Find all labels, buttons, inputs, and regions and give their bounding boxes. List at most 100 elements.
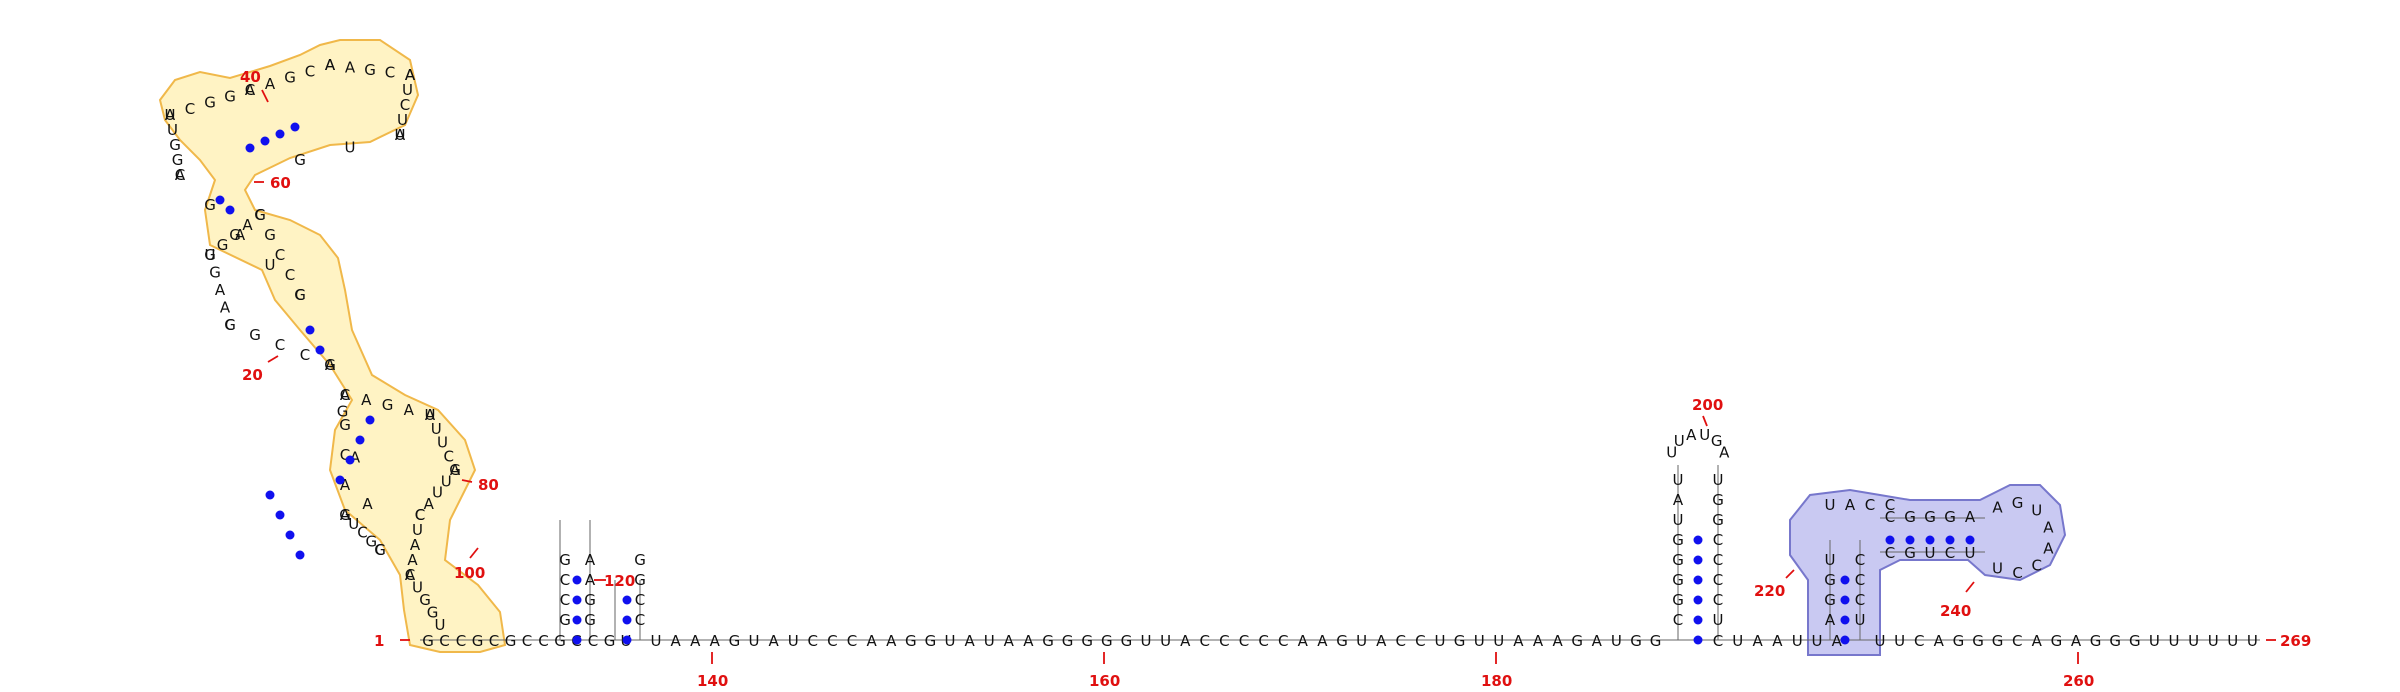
upper-domain-nucleotide: U	[412, 579, 423, 597]
baseline-nucleotide: C	[522, 632, 532, 650]
position-label-60: 60	[270, 174, 291, 192]
backbone	[420, 465, 2260, 641]
stem-120-nucleotide: A	[585, 551, 596, 569]
baseline-nucleotide: A	[1004, 632, 1015, 650]
stem-220-nucleotide: U	[1855, 611, 1866, 629]
upper-domain-nucleotide: G	[324, 356, 336, 374]
stem-120-nucleotide: C	[560, 571, 570, 589]
stem-220-nucleotide: C	[1855, 591, 1865, 609]
baseline-nucleotide: G	[422, 632, 434, 650]
baseline-nucleotide: G	[1992, 632, 2004, 650]
position-label-140: 140	[697, 672, 728, 690]
upper-domain-nucleotide: A	[350, 449, 361, 467]
upper-domain-nucleotide: G	[204, 246, 216, 264]
upper-domain-nucleotide: A	[325, 356, 336, 374]
upper-domain-nucleotide: A	[340, 476, 351, 494]
baseline-nucleotide: U	[1435, 632, 1446, 650]
upper-domain-nucleotide: C	[275, 246, 285, 264]
baseline-nucleotide: U	[1160, 632, 1171, 650]
base-pair-dot	[345, 455, 355, 465]
stem-220-hairpin-nucleotide: A	[2043, 519, 2054, 537]
stem-200-nucleotide: G	[1672, 591, 1684, 609]
stem-220-nucleotide: G	[1944, 508, 1956, 526]
baseline-nucleotide: A	[710, 632, 721, 650]
baseline-nucleotide: U	[1141, 632, 1152, 650]
baseline-nucleotide: A	[1298, 632, 1309, 650]
stem-200-nucleotide: G	[1672, 531, 1684, 549]
upper-domain-nucleotide: U	[431, 420, 442, 438]
upper-domain-nucleotide: U	[345, 139, 356, 157]
stem-200-loop-nucleotide: U	[1674, 432, 1685, 450]
baseline-nucleotide: G	[1081, 632, 1093, 650]
stem-220-loop-nucleotide: A	[1845, 496, 1856, 514]
baseline-nucleotide: U	[2208, 632, 2219, 650]
upper-domain-nucleotide: G	[284, 69, 296, 87]
upper-domain-nucleotide: A	[325, 56, 336, 74]
baseline-nucleotide: G	[472, 632, 484, 650]
stem-220-nucleotide: U	[1965, 544, 1976, 562]
upper-domain-nucleotide: G	[365, 532, 377, 550]
upper-domain-nucleotide: G	[209, 264, 221, 282]
baseline-nucleotide: A	[1832, 632, 1843, 650]
upper-domain-nucleotide: G	[172, 151, 184, 169]
baseline-nucleotide: G	[554, 632, 566, 650]
baseline-nucleotide: G	[2051, 632, 2063, 650]
baseline-nucleotide: U	[1894, 632, 1905, 650]
baseline-nucleotide: U	[1474, 632, 1485, 650]
baseline-nucleotide: C	[439, 632, 449, 650]
upper-domain-nucleotide: A	[265, 75, 276, 93]
stem-220-nucleotide: G	[1904, 544, 1916, 562]
base-pair-dot	[1905, 535, 1915, 545]
upper-domain-nucleotide: U	[397, 111, 408, 129]
upper-domain-nucleotide: C	[385, 64, 395, 82]
stem-120-nucleotide: C	[635, 591, 645, 609]
upper-domain-nucleotide: A	[220, 299, 231, 317]
baseline-nucleotide: C	[456, 632, 466, 650]
upper-domain-nucleotide: C	[340, 446, 350, 464]
yellow-highlight-region	[158, 39, 507, 653]
stem-220-hairpin-nucleotide: C	[2032, 556, 2042, 574]
position-label-80: 80	[478, 476, 499, 494]
upper-domain-nucleotide: G	[339, 416, 351, 434]
baseline-nucleotide: G	[1062, 632, 1074, 650]
stem-200-nucleotide: U	[1673, 471, 1684, 489]
stem-120-nucleotide: G	[634, 551, 646, 569]
stem-120-nucleotide: G	[559, 611, 571, 629]
upper-domain-nucleotide: G	[364, 61, 376, 79]
stem-120-nucleotide: G	[584, 611, 596, 629]
base-pair-dot	[1840, 635, 1850, 645]
stem-200-loop-nucleotide: U	[1666, 443, 1677, 461]
base-pair-dot	[335, 475, 345, 485]
baseline-nucleotide: A	[670, 632, 681, 650]
upper-domain-nucleotide: U	[441, 472, 452, 490]
baseline-nucleotide: U	[1611, 632, 1622, 650]
position-labels: 1 20 40 60 80 100 120 140 160 180 200 22…	[240, 68, 2311, 690]
baseline-nucleotide: A	[1513, 632, 1524, 650]
upper-domain-nucleotide: U	[425, 406, 436, 424]
stem-220-nucleotide: C	[1885, 508, 1895, 526]
position-label-160: 160	[1089, 672, 1120, 690]
baseline-nucleotide: C	[538, 632, 548, 650]
position-label-100: 100	[454, 564, 485, 582]
base-pair-dot	[365, 415, 375, 425]
stem-220-nucleotide: C	[1855, 551, 1865, 569]
stem-200-loop-nucleotide: G	[1711, 432, 1723, 450]
upper-domain-nucleotide: A	[405, 566, 416, 584]
base-pair-dot	[1840, 615, 1850, 625]
stem-120-nucleotide: G	[584, 591, 596, 609]
baseline-nucleotide: C	[847, 632, 857, 650]
baseline-nucleotide: C	[489, 632, 499, 650]
stem-220-nucleotide: G	[1924, 508, 1936, 526]
upper-domain-nucleotide: G	[229, 226, 241, 244]
upper-domain-nucleotide: C	[245, 81, 255, 99]
baseline-nucleotide: A	[1180, 632, 1191, 650]
stem-200-loop-nucleotide: U	[1699, 426, 1710, 444]
stem-200-nucleotide: U	[1713, 471, 1724, 489]
baseline-nucleotide: A	[964, 632, 975, 650]
upper-domain-nucleotide: G	[204, 94, 216, 112]
upper-domain-nucleotide: A	[361, 391, 372, 409]
upper-domain-nucleotide: C	[400, 96, 410, 114]
stem-200-nucleotide: C	[1673, 611, 1683, 629]
base-pair-dot	[285, 530, 295, 540]
stem-200-nucleotide: G	[1712, 511, 1724, 529]
